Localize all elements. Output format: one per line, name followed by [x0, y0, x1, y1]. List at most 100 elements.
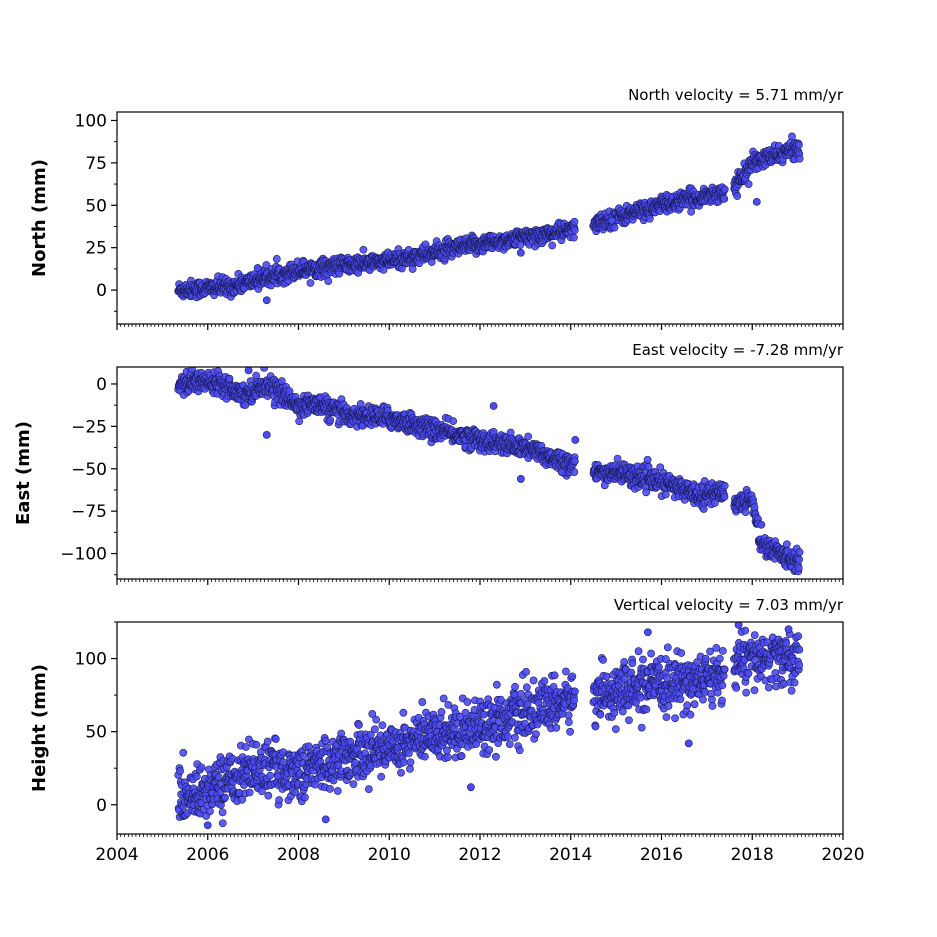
panel-title: East velocity = -7.28 mm/yr [632, 341, 844, 359]
data-point [372, 715, 381, 724]
data-point [708, 702, 717, 710]
data-point [570, 233, 578, 242]
data-point [304, 742, 313, 751]
data-point [197, 763, 206, 772]
data-point [218, 808, 227, 817]
data-point [788, 132, 796, 141]
data-point [321, 736, 330, 745]
data-point [794, 564, 803, 572]
data-point [179, 748, 188, 757]
data-point [306, 279, 315, 287]
outlier-point [262, 430, 271, 439]
data-point [655, 663, 663, 672]
data-point [718, 696, 726, 705]
data-point [733, 192, 742, 200]
data-point [443, 753, 452, 762]
data-point [264, 791, 273, 800]
data-point [596, 710, 605, 719]
y-tick-label: 25 [85, 239, 107, 259]
data-point [706, 647, 714, 656]
data-point [568, 672, 577, 681]
outlier-point [516, 248, 525, 257]
data-point [712, 644, 721, 652]
data-point [570, 457, 579, 466]
data-point [218, 819, 227, 828]
outlier-point [489, 402, 498, 410]
data-point [504, 732, 512, 741]
data-point [188, 367, 196, 373]
data-point [492, 680, 501, 689]
data-point [671, 714, 679, 723]
data-point [570, 226, 579, 235]
data-point [532, 730, 540, 738]
data-point [516, 241, 525, 249]
data-point [529, 676, 538, 685]
data-point [664, 702, 673, 710]
data-point [627, 668, 636, 677]
data-point [744, 180, 753, 189]
data-point [782, 540, 791, 549]
data-point [795, 548, 804, 557]
data-point [677, 649, 686, 657]
data-point [299, 752, 308, 760]
data-point [279, 758, 288, 767]
data-point [421, 752, 429, 761]
data-point [645, 214, 654, 223]
data-point [379, 265, 388, 274]
data-point [457, 752, 466, 760]
outlier-point [571, 436, 580, 444]
data-point [647, 649, 656, 658]
data-point [639, 655, 647, 664]
data-point [550, 671, 559, 680]
points-east [174, 367, 804, 576]
data-point [564, 718, 573, 727]
data-point [439, 694, 448, 703]
data-point [522, 668, 530, 676]
data-point [192, 772, 201, 781]
y-tick-label: 50 [85, 196, 107, 216]
data-point [263, 737, 272, 746]
outlier-point [244, 367, 253, 375]
data-point [718, 681, 727, 690]
data-point [686, 710, 695, 719]
data-point [364, 785, 373, 794]
data-point [548, 241, 557, 250]
data-point [552, 723, 561, 732]
data-point [378, 721, 387, 730]
data-point [732, 684, 741, 692]
y-axis-label: East (mm) [13, 421, 34, 525]
data-point [540, 677, 549, 685]
data-point [591, 722, 600, 731]
data-point [437, 708, 446, 716]
data-point [355, 721, 363, 729]
data-point [718, 646, 727, 655]
y-axis-label: North (mm) [29, 159, 50, 277]
data-point [397, 768, 405, 777]
data-point [566, 727, 574, 736]
y-tick-label: −50 [71, 460, 107, 480]
data-point [613, 454, 622, 463]
data-point [399, 708, 408, 717]
data-point [351, 758, 360, 767]
data-point [611, 725, 620, 734]
data-point [443, 746, 451, 755]
outlier-point [557, 468, 566, 477]
data-point [511, 682, 519, 691]
data-point [599, 655, 607, 664]
data-point [720, 185, 729, 194]
data-point [252, 740, 261, 749]
data-point [636, 693, 645, 702]
data-point [795, 555, 804, 564]
data-point [634, 647, 643, 656]
data-point [618, 707, 627, 716]
data-point [214, 773, 223, 782]
data-point [206, 807, 214, 816]
data-point [602, 672, 611, 681]
data-point [750, 503, 759, 512]
data-point [570, 687, 579, 696]
data-point [221, 793, 229, 802]
data-point [449, 417, 458, 426]
